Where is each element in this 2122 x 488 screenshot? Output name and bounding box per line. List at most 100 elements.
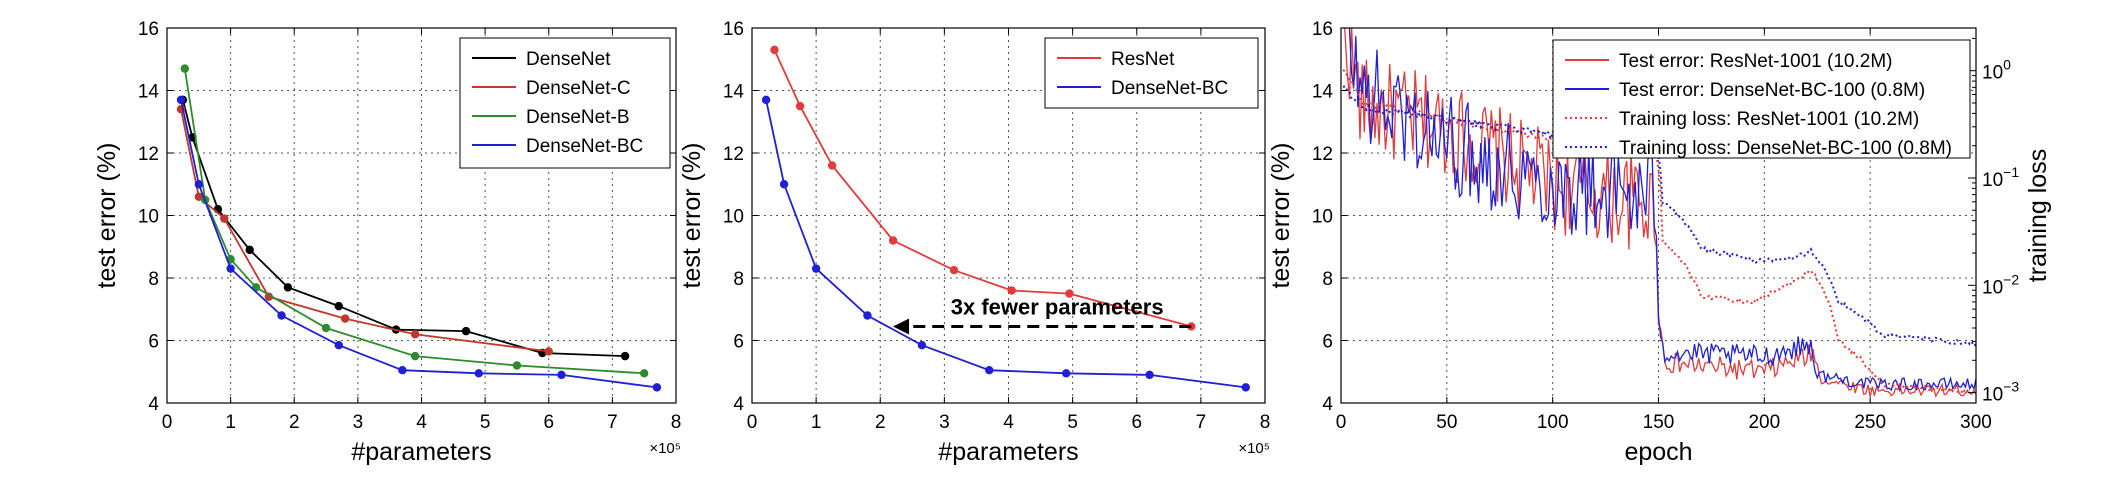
x-multiplier-label: ×10⁵ (649, 440, 681, 457)
legend-box (1044, 37, 1259, 109)
y-tick-label: 14 (723, 82, 745, 103)
data-point (917, 340, 927, 350)
x-tick-label: 1 (225, 412, 236, 433)
annotation-arrow-head (893, 318, 910, 335)
data-point (1062, 369, 1071, 378)
legend-label: DenseNet-BC (1111, 78, 1228, 99)
x-tick-label: 50 (1436, 412, 1457, 433)
legend-label: Training loss: ResNet-1001 (10.2M) (1619, 109, 1919, 130)
x-tick-label: 0 (747, 412, 758, 433)
x-tick-label: 3 (353, 412, 364, 433)
x-tick-label: 7 (607, 412, 618, 433)
legend-label: DenseNet-C (526, 78, 631, 99)
y-axis: 4 6 8 10 12 14 16 (138, 19, 676, 415)
y-tick-label: 14 (138, 82, 160, 103)
y-tick-label: 4 (148, 394, 159, 415)
data-point (557, 370, 566, 380)
data-point (176, 95, 186, 105)
right-tick-label: 10−3 (1982, 379, 2019, 406)
data-point (827, 161, 837, 170)
data-point (1241, 383, 1250, 392)
data-point (544, 347, 553, 356)
data-point (410, 351, 420, 361)
right-tick-label: 10−1 (1982, 164, 2019, 191)
x-axis-label: #parameters (351, 438, 491, 466)
series-line-densenet-bc (765, 99, 1246, 389)
legend-label: DenseNet-B (526, 107, 630, 128)
x-tick-label: 5 (1067, 412, 1078, 433)
data-point (277, 311, 286, 320)
legend-box (459, 37, 671, 169)
data-point (1187, 322, 1196, 331)
legend-box (1552, 39, 1971, 159)
y-tick-label: 6 (148, 332, 159, 353)
x-tick-label: 4 (1003, 412, 1014, 433)
x-tick-label: 2 (289, 412, 300, 433)
data-point (985, 365, 994, 375)
y-tick-label: 10 (723, 207, 744, 228)
legend: ResNet DenseNet-BC (1044, 37, 1259, 109)
series-line-densenet (182, 99, 626, 357)
data-point (410, 330, 420, 339)
y-axis: 4 6 8 10 12 14 16 (723, 19, 1265, 415)
data-point (512, 361, 522, 370)
x-tick-label: 0 (162, 412, 173, 433)
data-point (770, 45, 779, 55)
x-tick-label: 0 (1336, 412, 1347, 433)
data-point (779, 180, 789, 189)
y-tick-label: 12 (138, 144, 159, 165)
x-tick-label: 7 (1196, 412, 1207, 433)
y-tick-label: 16 (138, 19, 159, 40)
x-tick-label: 8 (671, 412, 682, 433)
data-point (639, 369, 649, 378)
y-tick-label: 10 (138, 207, 159, 228)
x-tick-label: 5 (480, 412, 491, 433)
x-tick-label: 250 (1854, 412, 1886, 433)
plot-area (1342, 28, 1976, 398)
y-tick-label: 6 (1322, 332, 1333, 353)
series-line-3 (1342, 84, 1976, 348)
x-tick-label: 8 (1260, 412, 1271, 433)
x-tick-label: 150 (1643, 412, 1675, 433)
data-point (811, 264, 821, 273)
data-point (245, 245, 254, 255)
right-tick-label: 100 (1982, 57, 2011, 84)
legend-label: DenseNet-BC (526, 136, 643, 157)
data-point (652, 383, 662, 392)
data-point (264, 292, 273, 301)
plot-area (176, 64, 662, 392)
grid (752, 28, 1265, 403)
y-axis-label: test error (%) (1267, 143, 1295, 289)
data-point (1145, 370, 1154, 380)
x-tick-label: 4 (416, 412, 427, 433)
x-multiplier-label: ×10⁵ (1238, 440, 1270, 457)
right-tick-label: 10−2 (1982, 271, 2019, 298)
x-tick-label: 300 (1960, 412, 1992, 433)
legend: DenseNet DenseNet-C DenseNet-B DenseNet-BC (459, 37, 671, 169)
series-line-densenet-b (183, 68, 645, 375)
x-axis-label: epoch (1624, 438, 1692, 466)
annotation-text: 3x fewer parameters (951, 294, 1164, 319)
y-tick-label: 4 (1322, 394, 1333, 415)
data-point (398, 365, 407, 375)
y-tick-label: 16 (723, 19, 744, 40)
series-line-resnet (773, 49, 1192, 328)
data-point (620, 351, 630, 361)
x-tick-label: 1 (811, 412, 822, 433)
data-point (334, 340, 343, 350)
x-tick-label: 100 (1537, 412, 1569, 433)
y-tick-label: 12 (1312, 144, 1333, 165)
x-axis: 0 1 2 3 4 5 6 7 8 (162, 28, 682, 433)
data-point (226, 264, 235, 273)
legend-label: ResNet (1111, 49, 1175, 70)
y-tick-label: 8 (148, 269, 159, 290)
x-tick-label: 6 (1131, 412, 1142, 433)
data-point (220, 214, 229, 223)
data-point (334, 301, 343, 311)
legend: Test error: ResNet-1001 (10.2M) Test erro… (1552, 39, 1971, 159)
y-tick-label: 10 (1312, 207, 1333, 228)
y-tick-label: 8 (733, 269, 744, 290)
data-point (474, 369, 483, 378)
